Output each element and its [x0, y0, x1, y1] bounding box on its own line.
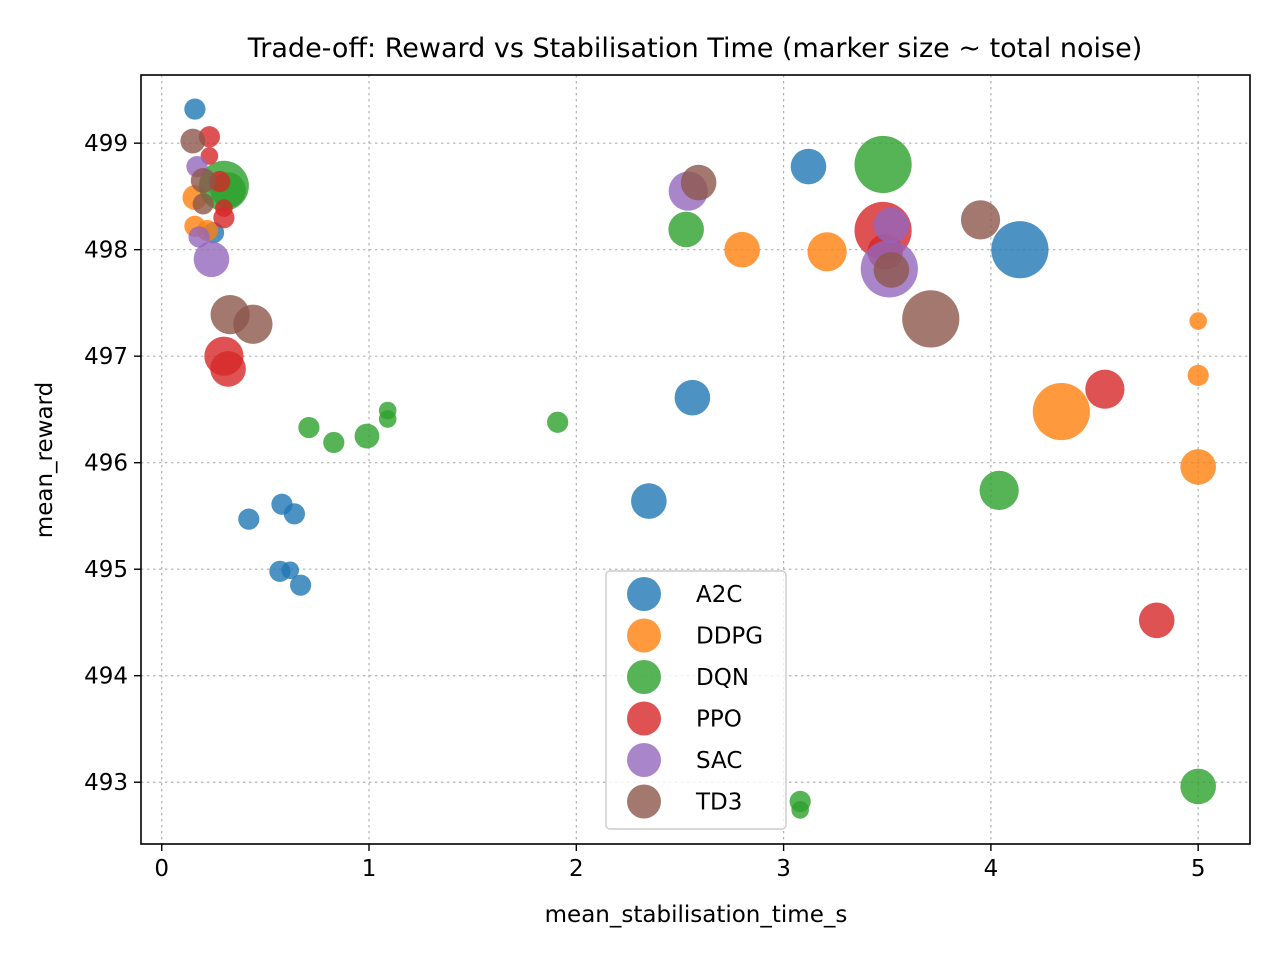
data-point-dqn: [298, 416, 320, 439]
chart-title: Trade-off: Reward vs Stabilisation Time …: [247, 33, 1142, 64]
legend-marker-ppo: [627, 701, 661, 736]
data-point-dqn: [668, 211, 704, 248]
y-tick-label: 499: [84, 131, 128, 157]
data-point-dqn: [547, 411, 569, 433]
y-tick-label: 498: [84, 238, 128, 264]
x-tick-label: 3: [776, 856, 791, 882]
data-point-a2c: [238, 508, 260, 530]
plot-frame: [140, 74, 1251, 845]
y-axis-label: mean_reward: [32, 382, 58, 538]
y-tick-label: 496: [84, 451, 128, 477]
legend-label-ddpg: DDPG: [696, 624, 763, 650]
x-tick-label: 0: [154, 856, 169, 882]
data-point-a2c: [674, 379, 711, 416]
data-point-a2c: [290, 574, 312, 596]
x-tick-label: 5: [1191, 856, 1206, 882]
legend-marker-td3: [627, 784, 661, 819]
data-point-sac: [193, 241, 230, 278]
data-point-td3: [902, 290, 960, 348]
data-point-dqn: [854, 135, 912, 194]
data-point-ppo: [1085, 369, 1125, 409]
data-point-a2c: [790, 148, 827, 185]
y-tick-label: 494: [84, 664, 128, 690]
data-point-dqn: [979, 470, 1019, 510]
data-point-ppo: [1138, 602, 1175, 639]
data-point-ddpg: [1180, 449, 1216, 485]
legend-marker-sac: [627, 743, 661, 777]
data-point-sac: [188, 226, 210, 248]
y-tick-label: 493: [84, 770, 128, 796]
data-point-ddpg: [724, 231, 760, 268]
data-point-a2c: [281, 561, 300, 580]
data-point-dqn: [1180, 768, 1216, 805]
x-tick-label: 4: [984, 856, 999, 882]
data-point-ddpg: [1187, 364, 1209, 386]
data-point-ppo: [213, 207, 235, 229]
legend: A2C DDPG DQN PPO SAC TD3: [605, 570, 787, 830]
data-point-td3: [233, 304, 273, 344]
data-point-ddpg: [807, 232, 847, 272]
data-point-dqn: [791, 801, 809, 819]
legend-label-a2c: A2C: [696, 582, 742, 608]
legend-marker-a2c: [627, 577, 661, 611]
axis-ticks: 0 1 2 3 4 5 493 494 495 496 497 498 499: [84, 131, 1205, 882]
legend-marker-ddpg: [627, 618, 661, 653]
x-tick-label: 1: [362, 856, 377, 882]
data-point-a2c: [991, 221, 1049, 279]
data-point-td3: [180, 128, 206, 154]
data-point-td3: [960, 200, 1001, 240]
data-point-dqn: [378, 410, 397, 428]
data-point-td3: [680, 164, 717, 201]
legend-label-td3: TD3: [695, 790, 742, 816]
data-point-ppo: [210, 351, 246, 387]
data-point-sac: [873, 207, 910, 243]
data-point-a2c: [283, 503, 305, 525]
data-point-dqn: [323, 431, 345, 454]
data-point-td3: [873, 252, 910, 288]
legend-label-ppo: PPO: [696, 707, 742, 733]
legend-marker-dqn: [627, 660, 661, 694]
y-tick-label: 497: [84, 344, 128, 370]
legend-label-dqn: DQN: [696, 665, 749, 691]
y-tick-label: 495: [84, 557, 128, 583]
data-point-a2c: [631, 483, 667, 519]
data-point-td3: [190, 168, 216, 193]
grid-lines: [141, 75, 1250, 844]
data-point-dqn: [354, 423, 380, 449]
data-point-td3: [192, 193, 214, 215]
data-points: [180, 98, 1216, 819]
data-point-ddpg: [1032, 382, 1090, 441]
data-point-ddpg: [1189, 312, 1207, 330]
x-tick-label: 2: [569, 856, 584, 882]
legend-label-sac: SAC: [696, 748, 742, 774]
x-axis-label: mean_stabilisation_time_s: [545, 902, 848, 928]
data-point-a2c: [184, 98, 206, 120]
